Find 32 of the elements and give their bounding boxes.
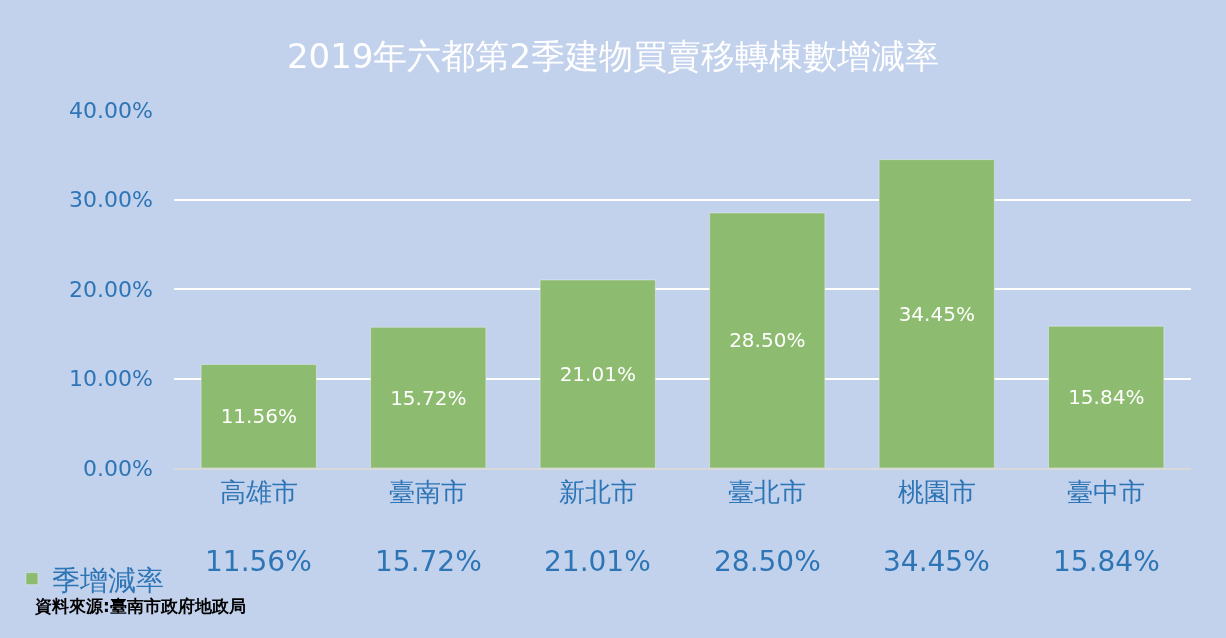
data-label: 15.84%	[1053, 545, 1160, 578]
bar	[1048, 325, 1165, 468]
x-tick-label: 高雄市	[219, 477, 298, 508]
bar	[709, 212, 826, 468]
source-note: 資料來源:臺南市政府地政局	[34, 596, 246, 616]
data-label: 34.45%	[883, 545, 990, 578]
text: 28.50%	[729, 328, 806, 353]
data-label: 15.72%	[375, 545, 482, 578]
chart-title: 2019年六都第2季建物買賣移轉棟數增減率	[286, 36, 940, 77]
y-tick-label: 40.00%	[69, 97, 153, 123]
x-tick-label: 桃園市	[897, 477, 976, 508]
x-tick-label: 新北市	[558, 477, 637, 508]
data-label: 28.50%	[714, 545, 821, 578]
legend-label: 季增減率	[51, 563, 164, 597]
x-tick-label: 臺南市	[389, 477, 468, 508]
y-tick-label: 0.00%	[83, 455, 153, 481]
text: 34.45%	[898, 301, 975, 326]
data-label: 11.56%	[205, 545, 312, 578]
text: 21.01%	[559, 361, 636, 386]
x-tick-label: 臺北市	[728, 477, 807, 508]
text: 15.84%	[1068, 385, 1145, 410]
y-tick-label: 30.00%	[69, 187, 153, 213]
x-tick-label: 臺中市	[1067, 477, 1146, 508]
data-label: 21.01%	[544, 545, 651, 578]
bar	[200, 364, 317, 468]
y-tick-label: 10.00%	[69, 366, 153, 392]
y-tick-label: 20.00%	[69, 276, 153, 302]
bar	[370, 327, 487, 468]
text: 11.56%	[220, 404, 297, 429]
bar	[539, 279, 656, 468]
bar	[878, 159, 995, 468]
text: 15.72%	[390, 385, 467, 410]
